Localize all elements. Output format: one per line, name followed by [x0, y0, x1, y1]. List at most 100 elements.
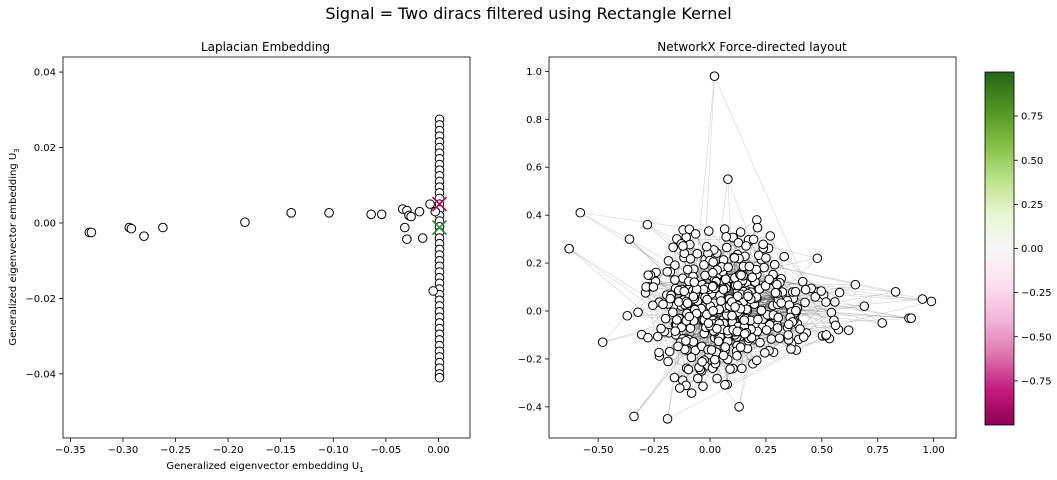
embedding-point [286, 207, 297, 218]
graph-node [709, 354, 720, 365]
right-x-tick-label: −0.25 [639, 445, 670, 456]
graph-node [686, 352, 697, 363]
right-y-tick-label: 0.8 [526, 115, 542, 126]
left-y-axis-label-text: Generalized eigenvector embedding U [8, 153, 19, 346]
graph-node [877, 318, 888, 328]
graph-node [723, 174, 733, 185]
graph-node [682, 264, 693, 275]
graph-node [725, 364, 735, 374]
graph-node [735, 227, 746, 237]
left-y-axis-label-subscript: 3 [13, 148, 21, 152]
graph-edge [568, 248, 682, 328]
graph-node [764, 274, 775, 285]
graph-node [773, 312, 784, 323]
graph-node [699, 260, 709, 270]
graph-node [739, 328, 750, 339]
graph-node [679, 286, 690, 297]
graph-node [779, 251, 789, 262]
graph-node [735, 342, 746, 352]
graph-node [732, 280, 743, 291]
graph-edge [770, 235, 794, 293]
graph-node [721, 242, 732, 253]
graph-edge [727, 334, 827, 385]
dirac-marker [431, 196, 448, 212]
graph-node [633, 307, 643, 318]
graph-node [843, 325, 854, 335]
graph-node [708, 305, 718, 316]
graph-node [664, 346, 675, 357]
graph-node [660, 313, 671, 324]
graph-node [673, 341, 683, 352]
left-y-tick-label: −0.04 [25, 369, 56, 380]
graph-node [663, 356, 673, 367]
colorbar-tick-label: −0.50 [1021, 332, 1052, 343]
graph-node [706, 345, 717, 355]
embedding-point [158, 222, 168, 233]
right-y-tick-label: 0.2 [526, 259, 542, 270]
graph-node [772, 279, 782, 290]
graph-node [727, 310, 737, 321]
graph-edge [645, 286, 660, 357]
graph-node [622, 310, 633, 321]
colorbar-tick-label: 0.00 [1021, 244, 1043, 255]
embedding-point [425, 199, 435, 209]
graph-node [690, 229, 701, 239]
left-y-ticks: −0.04 −0.02 0.00 0.02 0.04 [25, 68, 63, 380]
graph-node [830, 297, 840, 307]
laplacian-embedding-plot: Laplacian Embedding −0.35 −0.30 −0.25 −0.20… [8, 40, 471, 474]
graph-node [669, 372, 680, 383]
graph-node [662, 266, 673, 277]
right-y-ticks: −0.4 −0.2 0.0 0.2 0.4 0.6 0.8 1.0 [518, 67, 549, 413]
graph-node [678, 241, 688, 251]
graph-node [701, 241, 712, 252]
graph-node [770, 288, 781, 298]
graph-node [786, 344, 796, 354]
graph-node [685, 254, 696, 264]
graph-node [656, 323, 666, 334]
left-y-tick-label: −0.02 [25, 294, 56, 305]
graph-node [747, 272, 757, 283]
embedding-point [399, 222, 410, 233]
graph-node [670, 275, 680, 285]
graph-node [716, 296, 726, 306]
graph-edge [633, 319, 705, 417]
graph-node [709, 71, 720, 81]
graph-node [783, 330, 794, 340]
graph-node [564, 243, 574, 254]
graph-node [755, 337, 765, 348]
right-x-tick-label: 0.00 [699, 445, 721, 456]
graph-node [736, 270, 746, 281]
graph-node [741, 241, 751, 251]
embedding-point [86, 227, 97, 238]
graph-node [821, 330, 832, 340]
graph-node [758, 239, 768, 250]
graph-node [629, 411, 639, 422]
graph-node [834, 287, 845, 298]
graph-node [665, 293, 676, 304]
graph-node [720, 379, 730, 390]
graph-node [812, 253, 823, 264]
right-y-tick-label: −0.4 [518, 402, 542, 413]
graph-node [772, 323, 783, 333]
colorbar-tick-label: 0.25 [1021, 200, 1043, 211]
right-x-tick-label: 1.00 [923, 445, 945, 456]
graph-node [703, 226, 714, 236]
graph-node [672, 315, 682, 325]
embedding-point [434, 372, 445, 383]
graph-node [643, 332, 653, 343]
right-y-tick-label: −0.2 [518, 354, 542, 365]
graph-node [816, 286, 827, 296]
graph-node [624, 234, 635, 244]
graph-node [795, 324, 805, 334]
right-x-tick-label: 0.25 [755, 445, 777, 456]
embedding-point [366, 209, 376, 220]
graph-node [761, 253, 771, 263]
graph-node [683, 364, 694, 375]
left-x-tick-label: −0.20 [213, 445, 244, 456]
graph-node [708, 257, 718, 267]
graph-node [743, 291, 753, 302]
graph-node [859, 301, 870, 312]
graph-node [753, 314, 763, 325]
graph-node [712, 373, 722, 384]
graph-node [744, 261, 755, 272]
